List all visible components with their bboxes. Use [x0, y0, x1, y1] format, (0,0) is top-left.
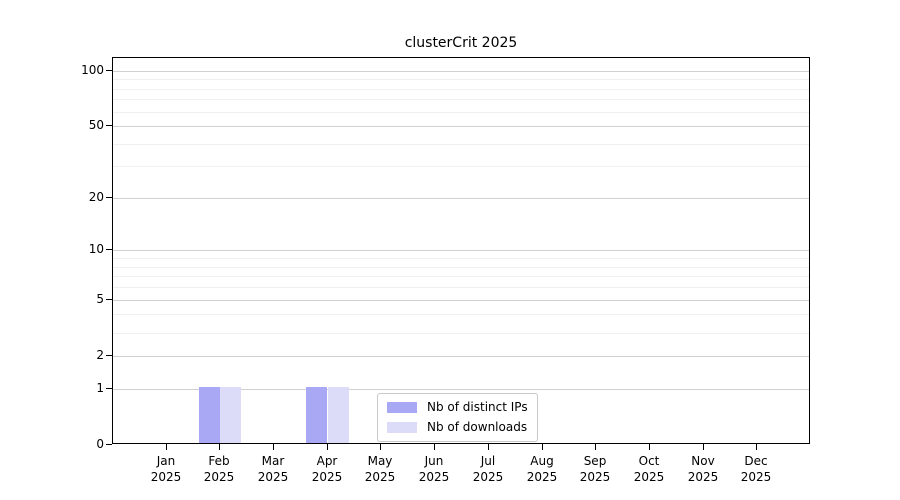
y-tick-label: 10	[88, 242, 104, 256]
x-tick-mark	[649, 444, 650, 450]
x-tick-label: Feb 2025	[187, 453, 251, 485]
x-tick-label: Dec 2025	[724, 453, 788, 485]
x-tick-label-year: 2025	[472, 470, 504, 484]
gridline-major	[113, 389, 809, 390]
y-tick-mark	[106, 197, 112, 198]
x-tick-label-month: Aug	[530, 454, 554, 468]
y-tick-mark	[106, 388, 112, 389]
x-tick-label: May 2025	[348, 453, 412, 485]
x-tick-mark	[595, 444, 596, 450]
bar-nb-of-distinct-ips-apr-2025	[306, 387, 327, 443]
y-tick-label: 100	[81, 63, 104, 77]
y-tick-mark	[106, 444, 112, 445]
gridline-major	[113, 250, 809, 251]
gridline-minor	[113, 166, 809, 167]
x-tick-label: Nov 2025	[671, 453, 735, 485]
gridline-minor	[113, 287, 809, 288]
x-tick-label-month: Dec	[744, 454, 768, 468]
y-tick-label: 0	[96, 437, 104, 451]
x-tick-mark	[703, 444, 704, 450]
x-tick-mark	[434, 444, 435, 450]
x-tick-label: Jun 2025	[402, 453, 466, 485]
x-tick-mark	[542, 444, 543, 450]
x-tick-label-month: Feb	[208, 454, 230, 468]
x-tick-label-year: 2025	[579, 470, 611, 484]
x-tick-label-year: 2025	[311, 470, 343, 484]
chart-title: clusterCrit 2025	[404, 35, 518, 51]
legend-entry-downloads: Nb of downloads	[387, 420, 528, 435]
gridline-major	[113, 356, 809, 357]
gridline-minor	[113, 276, 809, 277]
x-tick-label-month: May	[367, 454, 393, 468]
x-tick-mark	[327, 444, 328, 450]
x-tick-label-year: 2025	[687, 470, 719, 484]
gridline-major	[113, 300, 809, 301]
x-tick-mark	[273, 444, 274, 450]
legend-label-distinct-ips: Nb of distinct IPs	[427, 400, 528, 414]
x-tick-mark	[380, 444, 381, 450]
x-tick-label-month: Nov	[691, 454, 715, 468]
x-tick-mark	[756, 444, 757, 450]
legend-entry-distinct-ips: Nb of distinct IPs	[387, 400, 528, 415]
gridline-minor	[113, 333, 809, 334]
gridline-minor	[113, 99, 809, 100]
x-tick-mark	[166, 444, 167, 450]
x-tick-label-year: 2025	[740, 470, 772, 484]
gridline-major	[113, 126, 809, 127]
bar-nb-of-distinct-ips-feb-2025	[199, 387, 220, 443]
x-tick-label-year: 2025	[150, 470, 182, 484]
y-tick-mark	[106, 355, 112, 356]
gridline-major	[113, 71, 809, 72]
y-tick-mark	[106, 125, 112, 126]
x-tick-label-month: Mar	[261, 454, 285, 468]
gridline-minor	[113, 267, 809, 268]
legend: Nb of distinct IPs Nb of downloads	[377, 393, 538, 442]
x-tick-mark	[219, 444, 220, 450]
y-tick-mark	[106, 249, 112, 250]
gridline-minor	[113, 89, 809, 90]
x-tick-label-month: Jul	[480, 454, 496, 468]
y-tick-label: 20	[88, 190, 104, 204]
x-tick-label: Sep 2025	[563, 453, 627, 485]
bar-nb-of-downloads-feb-2025	[220, 387, 241, 443]
y-tick-mark	[106, 70, 112, 71]
gridline-minor	[113, 112, 809, 113]
gridline-minor	[113, 144, 809, 145]
gridline-major	[113, 198, 809, 199]
x-tick-label-month: Jan	[156, 454, 176, 468]
x-tick-label-year: 2025	[257, 470, 289, 484]
y-tick-label: 50	[88, 118, 104, 132]
x-tick-label: Aug 2025	[510, 453, 574, 485]
x-tick-label: Oct 2025	[617, 453, 681, 485]
x-tick-label-month: Jun	[424, 454, 444, 468]
x-tick-label: Jul 2025	[456, 453, 520, 485]
legend-swatch-downloads	[387, 422, 417, 433]
x-tick-label-month: Oct	[638, 454, 660, 468]
legend-label-downloads: Nb of downloads	[427, 420, 528, 434]
gridline-minor	[113, 79, 809, 80]
y-tick-mark	[106, 299, 112, 300]
bar-nb-of-downloads-apr-2025	[328, 387, 349, 443]
x-tick-label: Jan 2025	[134, 453, 198, 485]
x-tick-label: Mar 2025	[241, 453, 305, 485]
x-tick-label: Apr 2025	[295, 453, 359, 485]
y-tick-label: 1	[96, 381, 104, 395]
x-tick-label-year: 2025	[203, 470, 235, 484]
gridline-minor	[113, 258, 809, 259]
x-tick-label-month: Sep	[583, 454, 607, 468]
y-tick-label: 2	[96, 348, 104, 362]
x-tick-label-year: 2025	[364, 470, 396, 484]
x-tick-label-year: 2025	[418, 470, 450, 484]
gridline-minor	[113, 314, 809, 315]
plot-area	[112, 57, 810, 444]
x-tick-label-year: 2025	[633, 470, 665, 484]
y-tick-label: 5	[96, 292, 104, 306]
x-tick-mark	[488, 444, 489, 450]
x-tick-label-year: 2025	[526, 470, 558, 484]
legend-swatch-distinct-ips	[387, 402, 417, 413]
x-tick-label-month: Apr	[316, 454, 338, 468]
